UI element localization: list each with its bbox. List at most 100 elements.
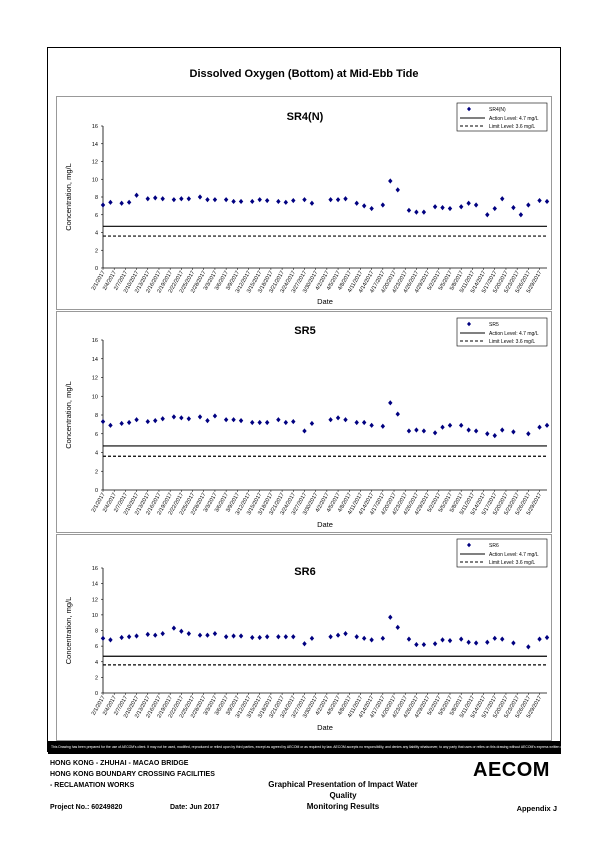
- data-point: [369, 205, 374, 212]
- data-point: [153, 418, 158, 424]
- y-tick-label: 16: [92, 566, 98, 572]
- y-tick-label: 4: [95, 451, 98, 457]
- data-point: [492, 205, 497, 212]
- data-point: [179, 196, 184, 202]
- data-point: [526, 644, 531, 650]
- data-point: [335, 197, 341, 203]
- data-point: [238, 633, 244, 639]
- data-point: [231, 198, 236, 205]
- data-point: [361, 203, 367, 209]
- data-point: [485, 639, 490, 645]
- data-point: [473, 202, 479, 208]
- data-point: [231, 633, 236, 639]
- y-tick-label: 6: [95, 213, 98, 219]
- legend-label: Limit Level: 3.6 mg/L: [489, 339, 535, 345]
- chart-title: SR5: [294, 325, 315, 337]
- data-point: [335, 415, 341, 421]
- data-point: [108, 422, 113, 428]
- y-axis-label: Concentration, mg/L: [64, 163, 73, 231]
- legend-label: Action Level: 4.7 mg/L: [489, 552, 539, 558]
- data-point: [440, 424, 445, 430]
- y-axis-label: Concentration, mg/L: [64, 597, 73, 665]
- legend-label: Action Level: 4.7 mg/L: [489, 116, 539, 122]
- data-point: [414, 427, 419, 433]
- data-point: [544, 634, 550, 641]
- data-point: [406, 428, 412, 434]
- data-point: [354, 419, 359, 426]
- data-point: [250, 634, 255, 641]
- data-point: [186, 631, 192, 637]
- legend-marker: [467, 106, 471, 112]
- data-point: [145, 418, 150, 425]
- title-block: HONG KONG - ZHUHAI - MACAO BRIDGE HONG K…: [48, 754, 561, 824]
- data-point: [160, 631, 165, 637]
- data-point: [380, 423, 386, 429]
- y-tick-label: 10: [92, 177, 98, 183]
- data-point: [302, 641, 307, 647]
- legend-label: Limit Level: 3.6 mg/L: [489, 560, 535, 566]
- data-point: [257, 419, 262, 426]
- legend-marker: [467, 321, 471, 327]
- aecom-logo-mark: AECOM: [473, 759, 550, 781]
- issue-date: Date: Jun 2017: [170, 804, 220, 811]
- data-point: [500, 196, 505, 202]
- data-point: [153, 632, 158, 638]
- legend-marker: [467, 542, 471, 548]
- data-point: [238, 418, 244, 424]
- data-point: [283, 199, 289, 205]
- data-point: [309, 420, 315, 427]
- chart-title: SR6: [294, 566, 315, 578]
- data-point: [309, 635, 315, 641]
- y-tick-label: 2: [95, 248, 98, 254]
- data-point: [447, 638, 453, 644]
- data-point: [257, 197, 262, 203]
- data-point: [250, 419, 255, 426]
- data-point: [369, 422, 374, 428]
- data-point: [283, 419, 289, 426]
- y-tick-label: 0: [95, 488, 98, 494]
- data-point: [179, 628, 184, 634]
- data-point: [276, 634, 281, 640]
- data-point: [458, 204, 464, 210]
- data-point: [309, 200, 315, 206]
- data-point: [223, 197, 229, 203]
- data-point: [440, 637, 445, 643]
- y-tick-label: 6: [95, 644, 98, 650]
- data-point: [197, 632, 203, 638]
- data-point: [500, 636, 505, 642]
- data-point: [380, 635, 386, 641]
- drawing-frame: Dissolved Oxygen (Bottom) at Mid-Ebb Tid…: [47, 47, 561, 752]
- data-point: [440, 205, 445, 211]
- data-point: [526, 431, 531, 437]
- legend-label: SR6: [489, 543, 499, 549]
- y-tick-label: 8: [95, 195, 98, 201]
- data-point: [343, 631, 348, 637]
- data-point: [171, 625, 177, 631]
- y-tick-label: 12: [92, 597, 98, 603]
- data-point: [537, 197, 542, 204]
- data-point: [119, 634, 124, 641]
- data-point: [302, 428, 307, 434]
- data-point: [145, 196, 150, 202]
- data-point: [100, 418, 106, 425]
- project-line-3: - RECLAMATION WORKS: [50, 782, 135, 789]
- data-point: [264, 419, 270, 426]
- y-tick-label: 2: [95, 469, 98, 475]
- data-point: [492, 433, 497, 439]
- chart-panel-sr6: SR6 0 2 4 6 8 10 12 14 16 2/1/2017 2/4/2017 2/7/2017…: [56, 534, 552, 741]
- data-point: [119, 420, 124, 427]
- aecom-logo-text: AECOM: [473, 759, 550, 780]
- y-tick-label: 12: [92, 160, 98, 166]
- data-point: [466, 427, 471, 433]
- y-tick-label: 8: [95, 413, 98, 419]
- data-point: [264, 634, 270, 640]
- data-point: [432, 204, 438, 210]
- data-point: [421, 428, 427, 434]
- data-point: [395, 187, 400, 193]
- page-title: Dissolved Oxygen (Bottom) at Mid-Ebb Tid…: [189, 68, 419, 80]
- data-point: [291, 634, 296, 640]
- data-point: [328, 417, 333, 423]
- data-point: [153, 195, 158, 201]
- data-point: [223, 634, 229, 640]
- data-point: [380, 202, 386, 208]
